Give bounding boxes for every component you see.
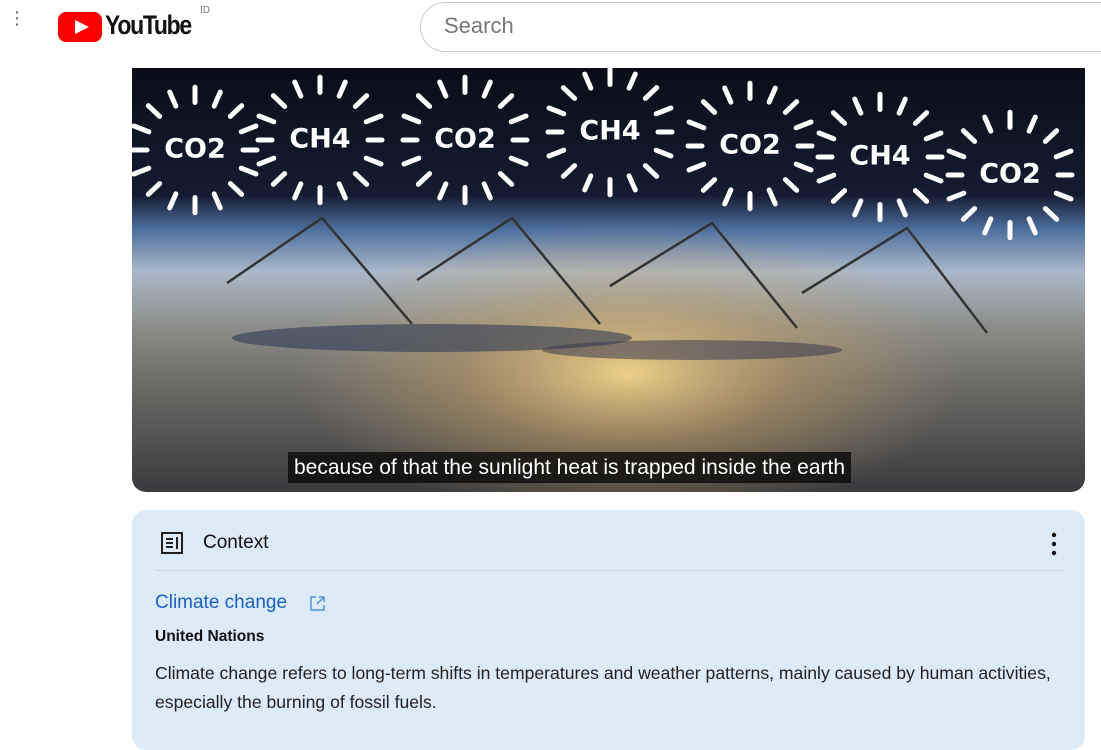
context-link[interactable]: Climate change <box>155 592 287 614</box>
search-placeholder[interactable]: Search <box>444 13 514 39</box>
gas-label: CH4 <box>289 124 350 155</box>
logo-text[interactable]: YouTube <box>105 10 191 41</box>
context-icon <box>160 531 184 555</box>
context-description: Climate change refers to long-term shift… <box>155 659 1065 717</box>
gas-label: CO2 <box>979 159 1041 190</box>
gas-label: CO2 <box>719 130 781 161</box>
gas-label: CH4 <box>579 116 640 147</box>
search-box[interactable] <box>420 2 1101 52</box>
region-code: ID <box>200 5 210 16</box>
divider <box>155 570 1065 571</box>
cloud-shadow <box>542 340 842 360</box>
context-heading: Context <box>203 532 268 554</box>
context-source: United Nations <box>155 628 264 646</box>
external-link-icon[interactable] <box>309 595 326 612</box>
menu-button[interactable]: ⋮ <box>8 14 22 40</box>
gas-label: CO2 <box>164 134 226 165</box>
video-player[interactable]: CO2 CH4 CO2 CH4 CO2 CH4 CO2 <box>132 68 1085 492</box>
gas-label: CH4 <box>849 141 910 172</box>
gas-label: CO2 <box>434 124 496 155</box>
video-caption: because of that the sunlight heat is tra… <box>288 452 851 483</box>
more-options[interactable] <box>1046 530 1062 558</box>
logo-icon[interactable] <box>58 12 102 42</box>
